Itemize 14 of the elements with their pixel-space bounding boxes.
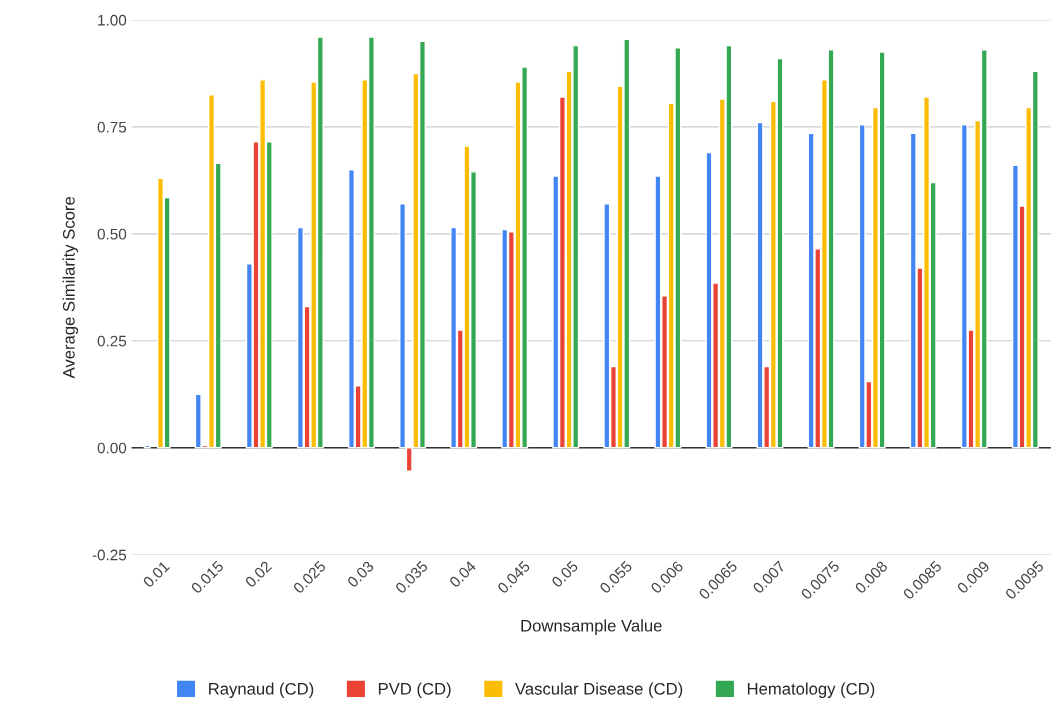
y-tick-label: 0.75 <box>97 121 127 133</box>
y-tick-label: 0.00 <box>97 442 127 454</box>
legend-label: Hematology (CD) <box>747 682 875 698</box>
y-axis-title: Average Similarity Score <box>62 196 79 379</box>
y-tick-label: 1.00 <box>98 14 127 26</box>
x-axis-title: Downsample Value <box>521 619 662 635</box>
legend-label: Vascular Disease (CD) <box>515 682 683 698</box>
y-tick-label: -0.25 <box>92 549 127 561</box>
bar <box>143 444 151 449</box>
legend-label: PVD (CD) <box>378 682 451 698</box>
y-tick-label: 0.50 <box>97 228 127 240</box>
legend-label: Raynaud (CD) <box>209 682 314 698</box>
y-tick-label: 0.25 <box>97 335 127 347</box>
x-tick-label: 0.01 <box>142 560 171 589</box>
